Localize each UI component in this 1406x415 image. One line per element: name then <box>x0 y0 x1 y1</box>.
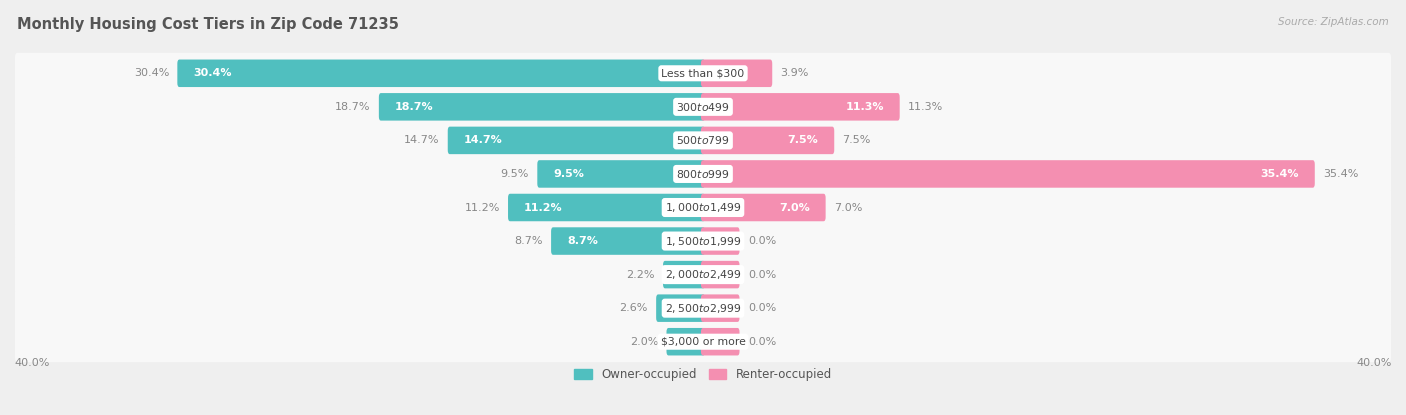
Text: 11.3%: 11.3% <box>845 102 884 112</box>
FancyBboxPatch shape <box>657 294 704 322</box>
Text: Source: ZipAtlas.com: Source: ZipAtlas.com <box>1278 17 1389 27</box>
Text: 35.4%: 35.4% <box>1260 169 1299 179</box>
Text: $3,000 or more: $3,000 or more <box>661 337 745 347</box>
Text: 30.4%: 30.4% <box>193 68 232 78</box>
Text: 8.7%: 8.7% <box>515 236 543 246</box>
FancyBboxPatch shape <box>15 154 1391 194</box>
FancyBboxPatch shape <box>378 93 704 121</box>
Text: 14.7%: 14.7% <box>464 135 502 145</box>
Text: $1,500 to $1,999: $1,500 to $1,999 <box>665 234 741 248</box>
Text: $500 to $799: $500 to $799 <box>676 134 730 146</box>
Text: Monthly Housing Cost Tiers in Zip Code 71235: Monthly Housing Cost Tiers in Zip Code 7… <box>17 17 399 32</box>
FancyBboxPatch shape <box>702 294 740 322</box>
Text: 40.0%: 40.0% <box>14 357 49 368</box>
FancyBboxPatch shape <box>702 59 772 87</box>
FancyBboxPatch shape <box>702 127 834 154</box>
FancyBboxPatch shape <box>508 194 704 221</box>
Text: 30.4%: 30.4% <box>134 68 169 78</box>
FancyBboxPatch shape <box>702 227 740 255</box>
FancyBboxPatch shape <box>15 53 1391 94</box>
Text: $2,500 to $2,999: $2,500 to $2,999 <box>665 302 741 315</box>
Text: 18.7%: 18.7% <box>335 102 371 112</box>
FancyBboxPatch shape <box>15 321 1391 362</box>
Text: 0.0%: 0.0% <box>748 337 776 347</box>
Legend: Owner-occupied, Renter-occupied: Owner-occupied, Renter-occupied <box>569 364 837 386</box>
Text: Less than $300: Less than $300 <box>661 68 745 78</box>
FancyBboxPatch shape <box>702 93 900 121</box>
FancyBboxPatch shape <box>702 160 1315 188</box>
Text: 2.0%: 2.0% <box>630 337 658 347</box>
FancyBboxPatch shape <box>15 120 1391 161</box>
FancyBboxPatch shape <box>447 127 704 154</box>
Text: 35.4%: 35.4% <box>1323 169 1358 179</box>
Text: $300 to $499: $300 to $499 <box>676 101 730 113</box>
FancyBboxPatch shape <box>177 59 704 87</box>
Text: 7.5%: 7.5% <box>787 135 818 145</box>
Text: 9.5%: 9.5% <box>501 169 529 179</box>
Text: 7.0%: 7.0% <box>834 203 862 212</box>
FancyBboxPatch shape <box>702 328 740 356</box>
Text: 2.2%: 2.2% <box>626 270 655 280</box>
FancyBboxPatch shape <box>702 261 740 288</box>
Text: $800 to $999: $800 to $999 <box>676 168 730 180</box>
FancyBboxPatch shape <box>15 221 1391 261</box>
Text: 2.6%: 2.6% <box>620 303 648 313</box>
Text: 40.0%: 40.0% <box>1357 357 1392 368</box>
Text: $1,000 to $1,499: $1,000 to $1,499 <box>665 201 741 214</box>
Text: 11.2%: 11.2% <box>524 203 562 212</box>
Text: 8.7%: 8.7% <box>567 236 598 246</box>
Text: 0.0%: 0.0% <box>748 270 776 280</box>
Text: 9.5%: 9.5% <box>553 169 583 179</box>
FancyBboxPatch shape <box>15 288 1391 329</box>
Text: 18.7%: 18.7% <box>395 102 433 112</box>
Text: 7.0%: 7.0% <box>779 203 810 212</box>
FancyBboxPatch shape <box>551 227 704 255</box>
Text: 0.0%: 0.0% <box>748 236 776 246</box>
Text: 14.7%: 14.7% <box>404 135 440 145</box>
Text: 0.0%: 0.0% <box>748 303 776 313</box>
FancyBboxPatch shape <box>702 194 825 221</box>
Text: 11.2%: 11.2% <box>464 203 499 212</box>
FancyBboxPatch shape <box>15 86 1391 127</box>
FancyBboxPatch shape <box>666 328 704 356</box>
FancyBboxPatch shape <box>537 160 704 188</box>
FancyBboxPatch shape <box>664 261 704 288</box>
Text: $2,000 to $2,499: $2,000 to $2,499 <box>665 268 741 281</box>
Text: 11.3%: 11.3% <box>908 102 943 112</box>
FancyBboxPatch shape <box>15 187 1391 228</box>
Text: 3.9%: 3.9% <box>780 68 808 78</box>
FancyBboxPatch shape <box>15 254 1391 295</box>
Text: 7.5%: 7.5% <box>842 135 870 145</box>
